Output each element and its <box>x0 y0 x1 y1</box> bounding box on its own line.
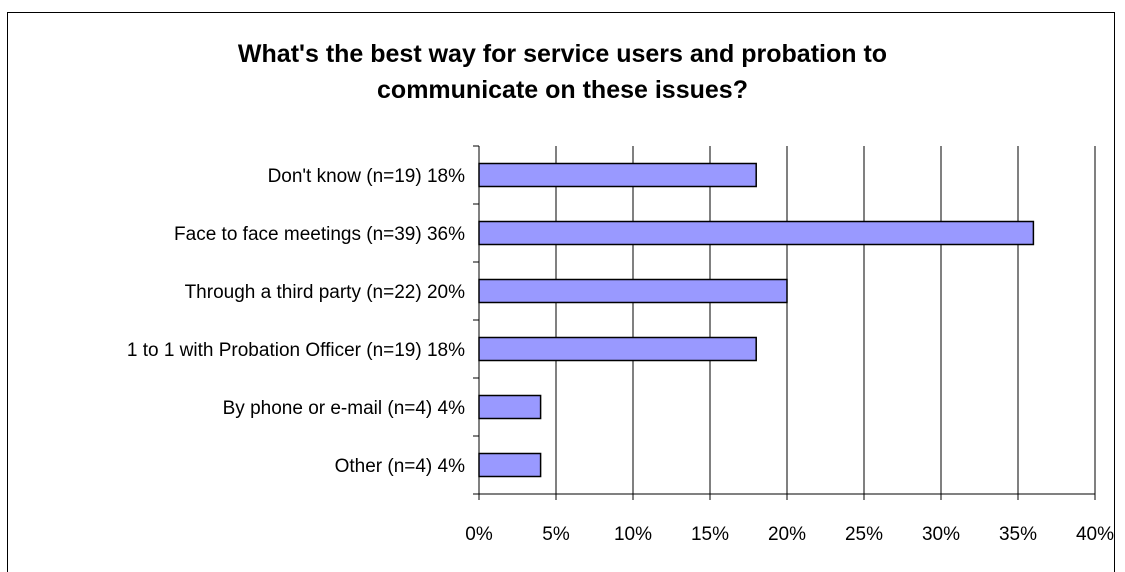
x-tick-label: 5% <box>542 524 570 545</box>
x-tick-label: 15% <box>691 524 729 545</box>
category-label: Face to face meetings (n=39) 36% <box>174 224 465 245</box>
bar <box>478 336 757 362</box>
chart-title: What's the best way for service users an… <box>0 36 1125 108</box>
category-label: Don't know (n=19) 18% <box>268 166 466 187</box>
x-tick-label: 30% <box>922 524 960 545</box>
bar <box>478 220 1035 246</box>
bar <box>478 162 757 188</box>
chart-title-line-1: What's the best way for service users an… <box>237 40 888 68</box>
chart-title-line-2: communicate on these issues? <box>377 76 748 104</box>
bar <box>478 394 542 420</box>
x-tick-label: 0% <box>465 524 493 545</box>
category-label: Other (n=4) 4% <box>335 456 466 477</box>
category-label: 1 to 1 with Probation Officer (n=19) 18% <box>127 340 465 361</box>
category-label: Through a third party (n=22) 20% <box>185 282 466 303</box>
x-tick-label: 35% <box>999 524 1037 545</box>
category-label: By phone or e-mail (n=4) 4% <box>223 398 465 419</box>
x-tick-label: 10% <box>614 524 652 545</box>
x-tick-label: 40% <box>1076 524 1114 545</box>
x-tick-label: 25% <box>845 524 883 545</box>
bar <box>478 278 788 304</box>
chart-frame <box>7 12 1115 572</box>
bar <box>478 452 542 478</box>
x-tick-label: 20% <box>768 524 806 545</box>
